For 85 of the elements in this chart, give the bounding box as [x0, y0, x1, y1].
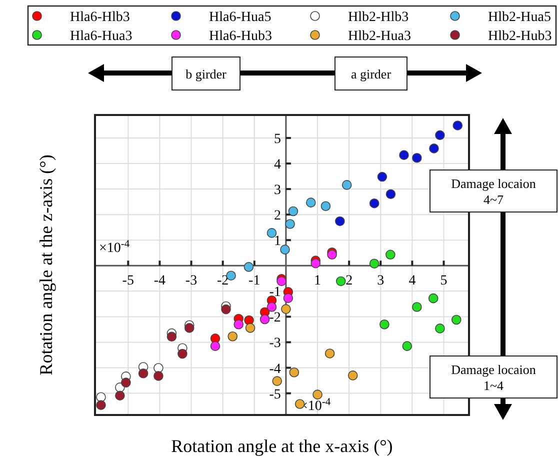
point	[234, 319, 244, 330]
point	[154, 371, 164, 381]
point	[228, 331, 238, 342]
point	[244, 262, 254, 272]
point	[324, 348, 335, 358]
point	[336, 276, 346, 286]
text: b girder	[186, 66, 228, 82]
point	[260, 314, 270, 324]
point	[138, 368, 148, 378]
point	[221, 304, 231, 314]
point	[369, 258, 380, 268]
point	[166, 332, 177, 342]
point	[412, 302, 422, 312]
legend-label: Hlb2-Hua5	[488, 10, 551, 25]
point	[280, 244, 290, 254]
point	[121, 378, 131, 388]
point	[380, 319, 390, 330]
x-tick-label: -1	[248, 274, 260, 289]
y-tick-label: 5	[274, 132, 281, 147]
y-tick-label: 1	[274, 234, 281, 250]
annotation: ×10$^{-4}$	[99, 238, 130, 256]
x-axis-title: Rotation angle at the x-axis (°)	[171, 436, 393, 456]
y-tick-label: -1	[269, 285, 281, 300]
text: a girder	[350, 66, 392, 82]
point	[281, 304, 291, 314]
y-tick-label: -4	[269, 362, 281, 377]
point	[412, 153, 422, 163]
point	[310, 258, 321, 268]
point	[283, 293, 294, 303]
legend-label: Hlb2-Hua3	[348, 29, 411, 44]
x-tick-label: -3	[185, 274, 198, 289]
point	[276, 276, 286, 286]
point	[96, 400, 106, 410]
y-tick-label: 4	[274, 158, 281, 173]
legend-label: Hla6-Hub3	[209, 29, 272, 44]
point	[312, 390, 322, 400]
legend-label: Hlb2-Hlb3	[348, 10, 409, 25]
x-tick-label: 5	[440, 274, 448, 289]
point	[399, 150, 409, 160]
legend-label: Hla6-Hua3	[70, 29, 132, 44]
point	[178, 348, 188, 359]
point	[435, 324, 445, 334]
y-axis-title: Rotation angle at the z-axis (°)	[36, 154, 56, 376]
point	[377, 172, 388, 182]
point	[402, 341, 412, 351]
point	[266, 302, 277, 312]
point	[386, 189, 396, 200]
legend-label: Hlb2-Hub3	[488, 29, 552, 44]
y-tick-label: 3	[274, 183, 281, 198]
y-tick-label: -3	[269, 336, 281, 352]
x-tick-label: -5	[122, 274, 134, 289]
x-tick-label: 3	[377, 274, 384, 289]
point	[266, 228, 277, 238]
point	[348, 370, 358, 380]
annotation: Damage locaion 1~4	[451, 362, 536, 393]
point	[451, 314, 462, 325]
point	[272, 376, 282, 386]
point	[369, 198, 380, 208]
y-tick-label: 2	[274, 208, 281, 224]
point	[386, 250, 396, 260]
point	[342, 180, 352, 190]
x-tick-label: 2	[346, 274, 353, 289]
point	[115, 390, 125, 400]
x-tick-label: -4	[154, 274, 166, 289]
point	[429, 144, 439, 154]
x-tick-label: 4	[408, 274, 416, 289]
y-tick-label: -2	[269, 310, 281, 326]
point	[327, 250, 337, 260]
y-tick-label: -5	[269, 387, 281, 402]
point	[306, 198, 316, 208]
point	[428, 293, 438, 304]
legend-label: Hla6-Hlb3	[70, 10, 130, 25]
point	[210, 341, 220, 351]
point	[335, 216, 345, 226]
point	[452, 120, 463, 130]
point	[435, 130, 445, 140]
point	[289, 367, 300, 378]
point	[288, 206, 298, 216]
point	[245, 323, 256, 333]
point	[320, 201, 331, 212]
legend-label: Hla6-Hua5	[209, 10, 272, 25]
x-tick-label: 1	[314, 274, 322, 289]
point	[184, 323, 194, 333]
annotation: Damage locaion 4~7	[451, 176, 536, 207]
point	[285, 219, 295, 229]
